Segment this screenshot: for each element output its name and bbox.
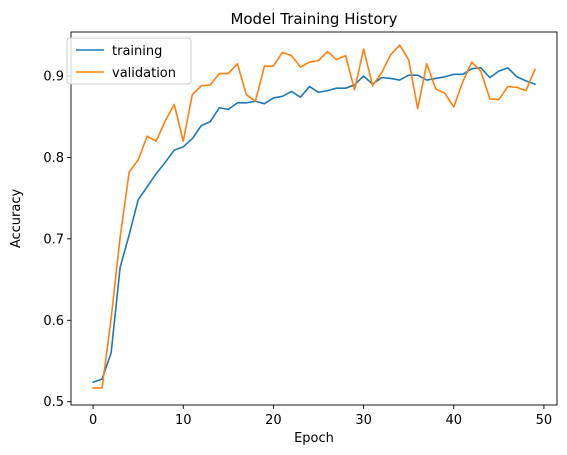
legend-label-validation: validation <box>112 66 176 81</box>
x-tick-label: 20 <box>265 413 282 428</box>
y-axis-label: Accuracy <box>9 189 24 249</box>
x-tick-label: 10 <box>175 413 192 428</box>
legend: training validation <box>66 37 192 85</box>
legend-label-training: training <box>112 44 162 59</box>
series-line-validation <box>92 44 536 389</box>
y-tick-label: 0.8 <box>43 151 64 166</box>
plot-area: 0 10 20 30 40 50 0.5 0.6 0.7 0.8 0.9 <box>43 31 558 428</box>
y-tick-label: 0.6 <box>43 314 64 329</box>
y-tick-label: 0.9 <box>43 69 64 84</box>
x-tick-label: 30 <box>355 413 372 428</box>
x-tick-label: 0 <box>89 413 97 428</box>
plot-frame <box>70 31 558 406</box>
x-tick-label: 50 <box>536 413 553 428</box>
series-line-training <box>92 67 536 384</box>
y-tick-label: 0.5 <box>43 395 64 410</box>
chart-title: Model Training History <box>230 10 397 28</box>
x-tick-label: 40 <box>445 413 462 428</box>
x-axis-label: Epoch <box>294 431 334 446</box>
y-tick-label: 0.7 <box>43 232 64 247</box>
